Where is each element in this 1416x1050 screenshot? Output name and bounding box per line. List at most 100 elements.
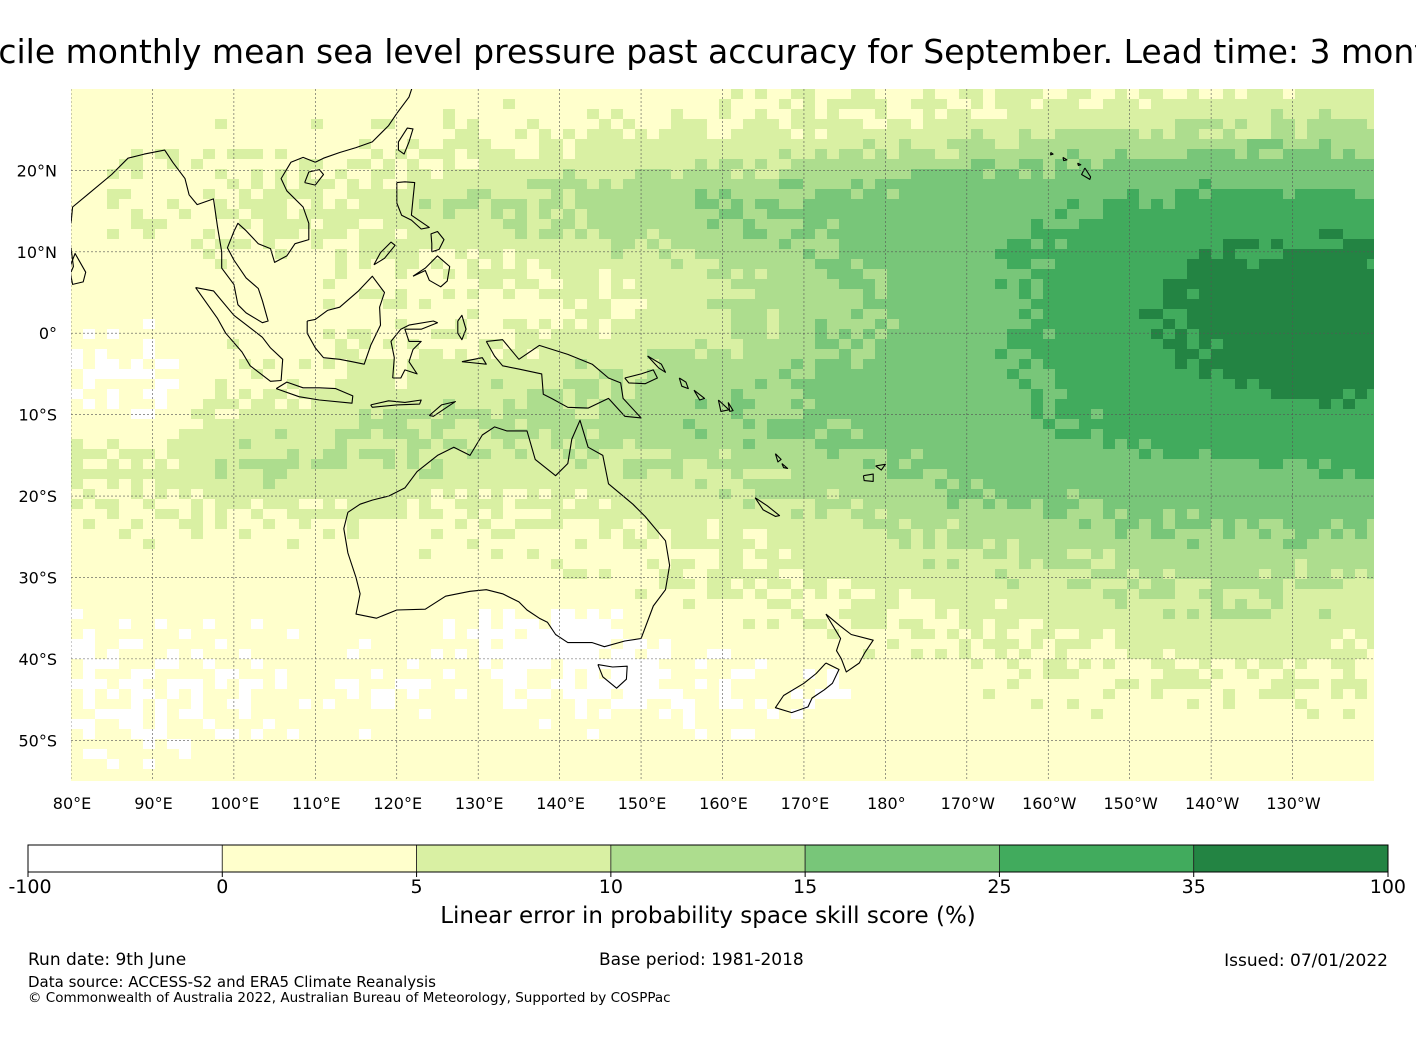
field-cell [503,99,516,110]
field-cell [911,579,924,590]
field-cell [683,549,696,560]
field-cell [479,369,492,380]
field-cell [887,399,900,410]
field-cell [695,429,708,440]
field-cell [707,709,720,720]
field-cell [179,209,192,220]
field-cell [143,779,156,781]
field-cell [599,249,612,260]
field-cell [791,279,804,290]
field-cell [311,769,324,780]
field-cell [323,329,336,340]
field-cell [419,289,432,300]
field-cell [719,449,732,460]
field-cell [335,319,348,330]
field-cell [179,309,192,320]
field-cell [791,149,804,160]
field-cell [83,359,96,370]
field-cell [251,199,264,210]
field-cell [599,709,612,720]
field-cell [131,359,144,370]
field-cell [863,539,876,550]
field-cell [359,249,372,260]
field-cell [743,239,756,250]
field-cell [803,759,816,770]
field-cell [887,729,900,740]
field-cell [83,779,96,781]
field-cell [491,519,504,530]
field-cell [419,359,432,370]
field-cell [275,759,288,770]
field-cell [107,589,120,600]
field-cell [71,329,84,340]
field-cell [179,709,192,720]
field-cell [851,469,864,480]
field-cell [107,179,120,190]
field-cell [335,729,348,740]
field-cell [923,289,936,300]
field-cell [299,709,312,720]
field-cell [695,199,708,210]
field-cell [275,429,288,440]
field-cell [503,389,516,400]
field-cell [143,99,156,110]
field-cell [275,589,288,600]
field-cell [659,109,672,120]
field-cell [839,429,852,440]
field-cell [575,149,588,160]
field-cell [203,179,216,190]
field-cell [815,609,828,620]
field-cell [911,329,924,340]
field-cell [575,219,588,230]
field-cell [227,119,240,130]
field-cell [683,759,696,770]
field-cell [803,469,816,480]
field-cell [83,329,96,340]
field-cell [659,339,672,350]
field-cell [251,389,264,400]
field-cell [311,729,324,740]
field-cell [71,609,84,620]
field-cell [419,329,432,340]
field-cell [899,509,912,520]
field-cell [395,349,408,360]
field-cell [827,269,840,280]
field-cell [455,769,468,780]
field-cell [671,639,684,650]
field-cell [179,499,192,510]
field-cell [767,609,780,620]
field-cell [383,649,396,660]
field-cell [275,729,288,740]
field-cell [611,689,624,700]
field-cell [755,359,768,370]
field-cell [659,89,672,100]
field-cell [515,569,528,580]
field-cell [863,699,876,710]
field-cell [443,529,456,540]
field-cell [851,559,864,570]
field-cell [323,699,336,710]
field-cell [95,149,108,160]
field-cell [455,279,468,290]
field-cell [695,269,708,280]
field-cell [119,99,132,110]
field-cell [287,699,300,710]
field-cell [755,509,768,520]
field-cell [527,119,540,130]
field-cell [491,529,504,540]
field-cell [419,709,432,720]
field-cell [611,309,624,320]
field-cell [71,589,84,600]
field-cell [659,269,672,280]
field-cell [587,689,600,700]
field-cell [467,179,480,190]
field-cell [455,639,468,650]
field-cell [191,89,204,100]
field-cell [71,519,84,530]
field-cell [839,209,852,220]
field-cell [83,179,96,190]
field-cell [107,209,120,220]
field-cell [803,679,816,690]
field-cell [515,289,528,300]
field-cell [431,529,444,540]
